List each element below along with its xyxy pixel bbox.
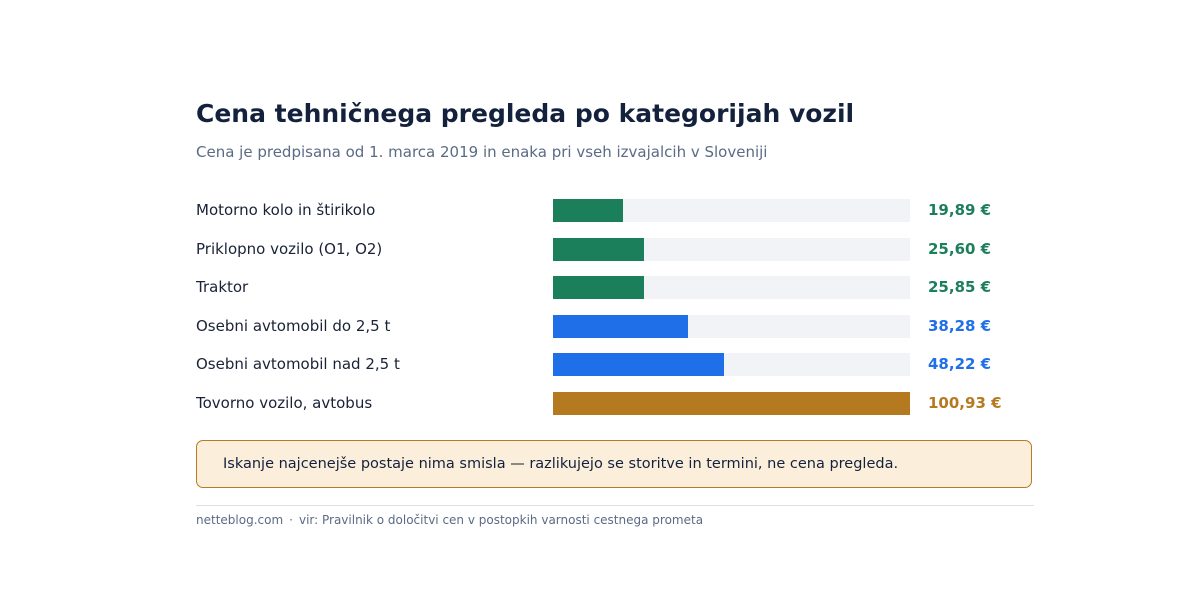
bar [553,353,724,376]
chart-title: Cena tehničnega pregleda po kategorijah … [196,99,855,128]
bar [553,238,644,261]
bar-track [553,353,910,376]
category-label: Tovorno vozilo, avtobus [196,394,373,412]
category-label: Osebni avtomobil nad 2,5 t [196,355,400,373]
value-label: 38,28 € [928,317,992,335]
value-label: 19,89 € [928,201,992,219]
bar-row: Tovorno vozilo, avtobus 100,93 € [196,392,1036,415]
bar-track [553,392,910,415]
footer: netteblog.com · vir: Pravilnik o določitvi… [196,513,703,527]
bar-track [553,315,910,338]
bar-row: Motorno kolo in štirikolo 19,89 € [196,199,1036,222]
bar-row: Osebni avtomobil do 2,5 t 38,28 € [196,315,1036,338]
footer-source: vir: Pravilnik o določitvi cen v postopk… [298,513,704,527]
chart-subtitle: Cena je predpisana od 1. marca 2019 in e… [196,143,768,161]
bar-track [553,276,910,299]
bar [553,276,644,299]
value-label: 25,60 € [928,240,992,258]
bar [553,199,623,222]
value-label: 100,93 € [928,394,1002,412]
info-note-text: Iskanje najcenejše postaje nima smisla —… [223,456,899,472]
category-label: Traktor [196,278,249,296]
footer-separator: · [289,513,293,527]
value-label: 25,85 € [928,278,992,296]
bar-track [553,238,910,261]
bar-row: Osebni avtomobil nad 2,5 t 48,22 € [196,353,1036,376]
bar [553,315,688,338]
bar [553,392,910,415]
info-note: Iskanje najcenejše postaje nima smisla —… [196,440,1032,488]
bar-row: Priklopno vozilo (O1, O2) 25,60 € [196,238,1036,261]
value-label: 48,22 € [928,355,992,373]
footer-site: netteblog.com [196,513,284,527]
footer-divider [196,505,1034,506]
bar-track [553,199,910,222]
category-label: Motorno kolo in štirikolo [196,201,376,219]
bar-row: Traktor 25,85 € [196,276,1036,299]
category-label: Priklopno vozilo (O1, O2) [196,240,383,258]
category-label: Osebni avtomobil do 2,5 t [196,317,391,335]
